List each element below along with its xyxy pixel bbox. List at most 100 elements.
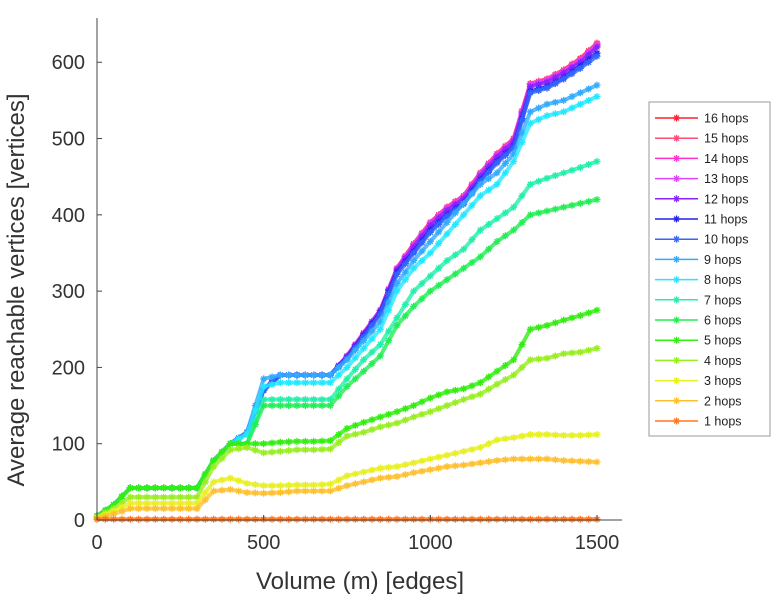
data-point xyxy=(210,487,218,495)
data-point xyxy=(376,474,384,482)
data-point xyxy=(493,367,501,375)
data-point xyxy=(543,455,551,463)
data-point xyxy=(243,515,251,523)
data-point-interp xyxy=(318,515,326,523)
series-8-hops xyxy=(93,93,601,520)
legend-marker-icon xyxy=(673,316,680,324)
legend-label: 5 hops xyxy=(704,334,742,348)
data-point xyxy=(460,211,468,219)
x-axis-label: Volume (m) [edges] xyxy=(256,568,464,595)
data-point xyxy=(543,207,551,215)
data-point xyxy=(343,515,351,523)
data-point-interp xyxy=(235,515,243,523)
data-point xyxy=(110,515,118,523)
data-point xyxy=(410,257,418,265)
data-point-interp xyxy=(335,515,343,523)
data-point-interp xyxy=(168,484,176,492)
series-5-hops xyxy=(93,306,601,520)
data-point xyxy=(560,96,568,104)
data-point xyxy=(176,484,184,492)
data-point xyxy=(576,457,584,465)
legend-label: 6 hops xyxy=(704,314,742,328)
x-tick-label: 1500 xyxy=(575,532,620,554)
y-tick-label: 400 xyxy=(52,205,85,227)
data-point xyxy=(493,238,501,246)
data-point-interp xyxy=(451,251,459,259)
data-point xyxy=(260,395,268,403)
data-point-interp xyxy=(218,454,226,462)
data-point xyxy=(443,451,451,459)
data-point-interp xyxy=(368,515,376,523)
series-line xyxy=(95,54,599,518)
data-point xyxy=(443,388,451,396)
data-point-interp xyxy=(351,480,359,488)
data-point-interp xyxy=(318,437,326,445)
data-point xyxy=(276,438,284,446)
legend-item: 7 hops xyxy=(655,293,742,307)
data-point-interp xyxy=(401,260,409,268)
data-point xyxy=(493,380,501,388)
data-point-interp xyxy=(351,375,359,383)
data-point-interp xyxy=(151,505,159,513)
data-point-interp xyxy=(368,466,376,474)
data-point-interp xyxy=(268,489,276,497)
data-point-interp xyxy=(418,467,426,475)
data-point xyxy=(193,484,201,492)
data-point xyxy=(360,418,368,426)
data-point-interp xyxy=(568,349,576,357)
data-point xyxy=(476,379,484,387)
legend-item: 6 hops xyxy=(655,314,742,328)
series-line xyxy=(95,83,598,518)
data-point xyxy=(493,169,501,177)
data-point xyxy=(393,279,401,287)
data-point-interp xyxy=(551,319,559,327)
data-point-interp xyxy=(585,85,593,93)
data-point-interp xyxy=(385,306,393,314)
data-point xyxy=(276,402,284,410)
data-point xyxy=(560,75,568,83)
data-point-interp xyxy=(251,440,259,448)
data-point xyxy=(576,89,584,97)
data-point xyxy=(526,119,534,127)
data-point-interp xyxy=(551,110,559,118)
data-point-interp xyxy=(185,505,193,513)
data-point xyxy=(510,455,518,463)
data-point xyxy=(543,84,551,92)
legend-marker-icon xyxy=(673,417,680,425)
data-point xyxy=(560,203,568,211)
data-point xyxy=(393,287,401,295)
y-tick-label: 100 xyxy=(52,434,85,456)
data-point-interp xyxy=(218,476,226,484)
data-point xyxy=(460,461,468,469)
legend-marker-icon xyxy=(673,235,680,243)
data-point-interp xyxy=(335,476,343,484)
data-point xyxy=(593,157,601,165)
ticks: 0 500 1000 1500 0 100 200 300 400 500 600 xyxy=(52,52,620,554)
data-point xyxy=(226,446,234,454)
data-point-interp xyxy=(468,445,476,453)
data-point-interp xyxy=(468,515,476,523)
data-point-interp xyxy=(451,462,459,470)
data-point-interp xyxy=(268,482,276,490)
data-point xyxy=(360,468,368,476)
data-point-interp xyxy=(451,386,459,394)
data-point xyxy=(126,505,134,513)
data-point xyxy=(476,515,484,523)
data-point-interp xyxy=(285,438,293,446)
data-point xyxy=(493,215,501,223)
data-point-interp xyxy=(335,392,343,400)
data-point xyxy=(510,371,518,379)
data-point-interp xyxy=(435,220,443,228)
data-point xyxy=(293,437,301,445)
data-point xyxy=(326,445,334,453)
data-point-interp xyxy=(451,220,459,228)
data-point-interp xyxy=(385,473,393,481)
data-point xyxy=(326,480,334,488)
data-point xyxy=(110,510,118,518)
data-point xyxy=(293,446,301,454)
data-point xyxy=(376,352,384,360)
data-point xyxy=(576,431,584,439)
data-point xyxy=(293,379,301,387)
data-point-interp xyxy=(301,437,309,445)
data-point-interp xyxy=(285,379,293,387)
